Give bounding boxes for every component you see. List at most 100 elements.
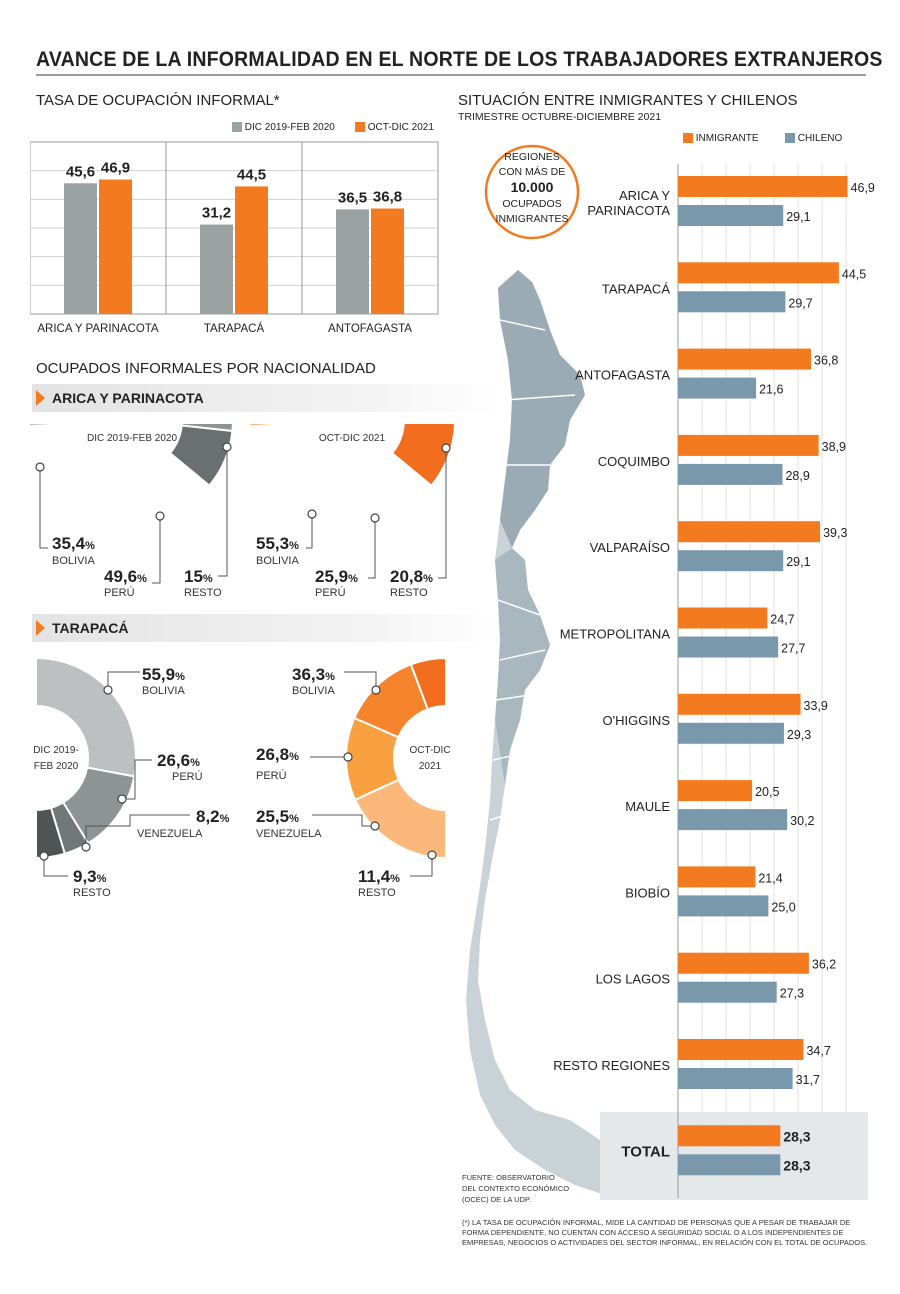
hbar-immigrant-label: 20,5 — [755, 785, 779, 799]
donut-value-pct: % — [289, 751, 299, 763]
hbar-chilean-label: 29,3 — [787, 728, 811, 742]
rate-category-label: ANTOFAGASTA — [328, 323, 412, 335]
donut-value-number: 11,4 — [358, 867, 391, 886]
donut-callout-dot — [155, 511, 165, 521]
donut-callout-line — [312, 814, 375, 827]
donut-callout-dot — [441, 443, 451, 453]
hbar-immigrant-bar — [678, 1039, 804, 1060]
badge-line4: OCUPADOS — [502, 198, 561, 210]
donut-value-label: 25,5% — [256, 807, 299, 826]
donut-slice — [36, 806, 67, 860]
hbar-immigrant-label: 36,2 — [812, 958, 836, 972]
hbar-category-label: COQUIMBO — [598, 454, 670, 469]
hbar-chilean-label: 29,1 — [786, 555, 810, 569]
hbar-chilean-bar — [678, 636, 779, 658]
donut-value-number: 36,3 — [292, 665, 325, 684]
hbar-immigrant-label: 24,7 — [770, 613, 794, 627]
hbar-category-label: ARICA Y — [619, 188, 670, 203]
donut-value-pct: % — [423, 573, 433, 585]
hbar-immigrant-label: 38,9 — [822, 440, 846, 454]
hbar-immigrant-bar — [678, 866, 756, 888]
donut-value-pct: % — [289, 540, 299, 552]
donut-value-number: 55,3 — [256, 534, 289, 553]
footnote: (*) LA TASA DE OCUPACIÓN INFORMAL, MIDE … — [462, 1218, 892, 1248]
donut-slice-name: RESTO — [390, 587, 428, 599]
donut-value-label: 25,9% — [315, 567, 358, 586]
donut-callout-line — [122, 759, 152, 800]
donut-center-label: 2021 — [419, 761, 442, 772]
donut-value-number: 55,9 — [142, 665, 175, 684]
donut-value-number: 25,9 — [315, 567, 348, 586]
hbar-immigrant-bar — [678, 693, 801, 715]
source-line3: (OCEC) DE LA UDP. — [462, 1195, 531, 1204]
hbar-immigrant-bar — [678, 348, 812, 370]
donut-callout-line — [85, 814, 190, 847]
donut-slice — [390, 424, 456, 488]
hbar-chilean-label: 29,7 — [788, 296, 812, 310]
region-arica-name: ARICA Y PARINACOTA — [52, 390, 204, 406]
rate-bar-label: 36,5 — [338, 189, 367, 206]
donut-value-label: 26,8% — [256, 745, 299, 764]
donut-callout-dot — [35, 462, 45, 472]
donut-value-number: 8,2 — [196, 807, 220, 826]
donut-callout-dot — [117, 794, 127, 804]
rate-bar-label: 36,8 — [373, 189, 402, 206]
donut-value-number: 9,3 — [73, 867, 97, 886]
donut-slice-name: RESTO — [358, 887, 396, 899]
hbar-chilean-bar — [678, 981, 777, 1003]
hbar-immigrant-bar — [678, 952, 809, 974]
right-chart-subtitle: TRIMESTRE OCTUBRE-DICIEMBRE 2021 — [458, 111, 662, 123]
donut-callout-dot — [222, 442, 232, 452]
donut-value-label: 55,9% — [142, 665, 185, 684]
rate-bar-chart: 45,6 46,9 ARICA Y PARINACOTA 31,2 44,5 TARAPA… — [30, 141, 439, 335]
donut-value-label: 8,2% — [196, 807, 230, 826]
donut-callout-line — [306, 514, 313, 549]
footnote-line2: FORMA DEPENDIENTE, NO CUENTAN CON ACCESO… — [462, 1228, 844, 1237]
hbar-chilean-bar — [678, 1068, 793, 1089]
donut-value-pct: % — [85, 540, 95, 552]
donut-slice-name: PERÚ — [315, 586, 346, 599]
page-title: AVANCE DE LA INFORMALIDAD EN EL NORTE DE… — [36, 48, 883, 71]
hbar-category-label: METROPOLITANA — [560, 627, 671, 642]
hbar-immigrant-label: 33,9 — [804, 699, 828, 713]
donut-value-label: 11,4% — [358, 867, 400, 886]
donut-slice-name: RESTO — [73, 887, 111, 899]
donut-value-pct: % — [325, 671, 335, 683]
source-line1: FUENTE: OBSERVATORIO — [462, 1173, 555, 1182]
donut-callout-line — [107, 671, 140, 690]
hbar-chilean-label: 29,1 — [786, 210, 810, 224]
donut-value-label: 15% — [184, 567, 213, 586]
rate-bar — [336, 209, 369, 314]
donut-slice-name: BOLIVIA — [52, 555, 95, 567]
hbar-chilean-label: 27,3 — [780, 987, 804, 1001]
donut-slice-name: PERÚ — [172, 770, 203, 783]
hbar-immigrant-label: 34,7 — [806, 1044, 830, 1058]
hbar-chilean-label: 30,2 — [790, 814, 814, 828]
hbar-immigrant-label: 28,3 — [783, 1128, 810, 1144]
donut-group — [250, 424, 456, 488]
hbar-chilean-label: 31,7 — [796, 1073, 820, 1087]
donut-callout-dot — [427, 850, 437, 860]
hbar-category-label: VALPARAÍSO — [590, 540, 670, 555]
hbar-category-label: O'HIGGINS — [603, 713, 671, 728]
donut-value-pct: % — [348, 573, 358, 585]
donut-callout-line — [152, 516, 161, 584]
donut-callout-line — [438, 448, 447, 579]
rate-chart-title: TASA DE OCUPACIÓN INFORMAL* — [36, 92, 280, 109]
donut-callout-line — [368, 518, 376, 579]
donut-value-label: 36,3% — [292, 665, 335, 684]
donut-value-pct: % — [190, 757, 200, 769]
rate-legend-period2: OCT-DIC 2021 — [355, 122, 434, 133]
donut-value-pct: % — [97, 873, 107, 885]
rate-bar-label: 31,2 — [202, 205, 231, 222]
hbar-immigrant-bar — [678, 176, 848, 197]
rate-bar-label: 46,9 — [101, 160, 130, 177]
region-tarapaca-name: TARAPACÁ — [52, 620, 129, 636]
hbar-immigrant-bar — [678, 434, 819, 456]
hbar-immigrant-bar — [678, 521, 821, 543]
donut-callout-line — [344, 671, 377, 690]
donut-value-number: 26,8 — [256, 745, 289, 764]
hbar-immigrant-label: 21,4 — [758, 871, 782, 885]
